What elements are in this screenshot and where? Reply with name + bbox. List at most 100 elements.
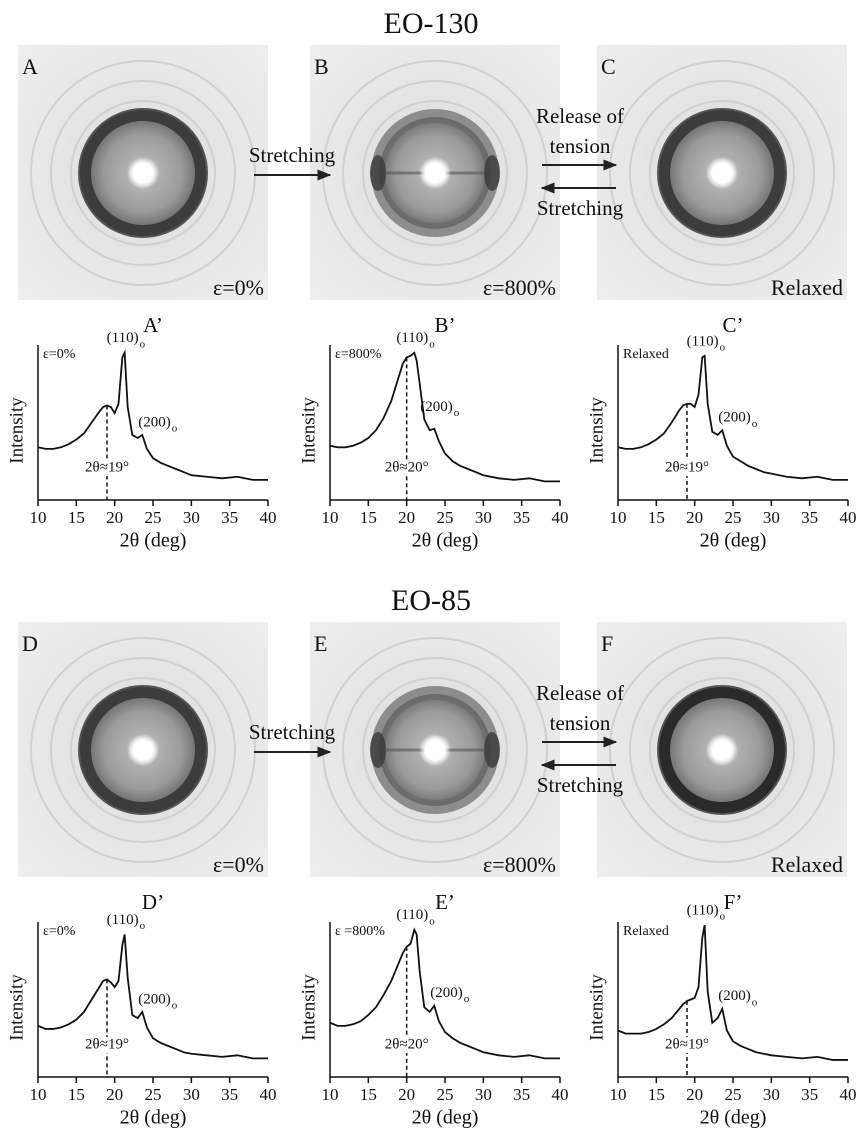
intensity-curve xyxy=(37,934,268,1060)
faint-ring xyxy=(30,60,256,286)
x-tick-label: 40 xyxy=(552,1085,569,1104)
beam-center xyxy=(419,157,451,189)
x-tick-label: 15 xyxy=(360,1085,377,1104)
x-tick-label: 20 xyxy=(398,1085,415,1104)
outer-ring xyxy=(78,108,208,238)
chart-title: F’ xyxy=(724,890,743,914)
ring xyxy=(658,686,786,814)
x-tick-label: 25 xyxy=(725,508,742,527)
peak-label: (110) xyxy=(396,330,428,346)
x-tick-label: 40 xyxy=(840,1085,857,1104)
faint-ring xyxy=(649,100,795,246)
x-axis-label: 2θ (deg) xyxy=(700,530,767,552)
chart-title: C’ xyxy=(723,313,744,337)
x-tick-label: 30 xyxy=(183,1085,200,1104)
x-tick-label: 40 xyxy=(260,508,277,527)
peak-label: (200) xyxy=(138,414,171,430)
inset-label: ε=0% xyxy=(43,347,76,362)
arrow-label: Release of xyxy=(536,681,624,705)
x-tick-label: 25 xyxy=(725,1085,742,1104)
x-tick-label: 40 xyxy=(552,508,569,527)
y-axis-label: Intensity xyxy=(6,397,27,464)
x-tick-label: 30 xyxy=(475,1085,492,1104)
chart-title: B’ xyxy=(435,313,456,337)
x-axis-label: 2θ (deg) xyxy=(700,1107,767,1129)
arrow-label: Stretching xyxy=(249,720,336,744)
beam-center xyxy=(706,157,738,189)
marker-label-bg xyxy=(85,1037,129,1053)
peak-label-subscript: o xyxy=(752,418,758,430)
x-tick-label: 35 xyxy=(221,1085,238,1104)
y-axis-label: Intensity xyxy=(6,974,27,1041)
x-tick-label: 15 xyxy=(68,508,85,527)
group-title: EO-130 xyxy=(384,7,479,40)
x-tick-label: 30 xyxy=(183,508,200,527)
faint-ring xyxy=(362,100,508,246)
y-axis-label: Intensity xyxy=(298,974,319,1041)
x-tick-label: 40 xyxy=(840,508,857,527)
faint-ring xyxy=(342,80,528,266)
x-tick-label: 30 xyxy=(763,508,780,527)
strain-label: ε=800% xyxy=(483,852,556,877)
faint-ring xyxy=(362,677,508,823)
x-tick-label: 10 xyxy=(30,508,47,527)
marker-label-bg xyxy=(665,1037,709,1053)
marker-label-bg xyxy=(384,1037,429,1053)
faint-ring xyxy=(70,677,216,823)
peak-label: (200) xyxy=(430,985,463,1001)
peak-label-subscript: o xyxy=(429,915,435,927)
peak-label-subscript: o xyxy=(172,422,178,434)
peak-label-subscript: o xyxy=(172,999,178,1011)
panel-letter: B xyxy=(314,54,329,79)
x-tick-label: 25 xyxy=(145,1085,162,1104)
ring xyxy=(79,109,207,237)
peak-label-subscript: o xyxy=(429,338,435,350)
peak-label-subscript: o xyxy=(140,338,146,350)
faint-ring xyxy=(629,80,815,266)
chart-title: A’ xyxy=(143,313,163,337)
arrow-label: Stretching xyxy=(537,196,624,220)
outer-ring xyxy=(657,108,787,238)
peak-label: (110) xyxy=(687,333,719,349)
beam-center xyxy=(127,734,159,766)
equatorial-arc xyxy=(484,155,500,191)
peak-label-subscript: o xyxy=(752,996,758,1008)
inset-label: Relaxed xyxy=(623,924,669,939)
marker-label-bg xyxy=(384,460,429,476)
peak-label-subscript: o xyxy=(464,993,470,1005)
inset-label: ε =800% xyxy=(335,924,385,939)
x-tick-label: 35 xyxy=(801,1085,818,1104)
outer-ring xyxy=(657,685,787,815)
outer-ring xyxy=(78,685,208,815)
arrow-label: Release of xyxy=(536,104,624,128)
peak-label: (200) xyxy=(420,399,453,415)
faint-ring xyxy=(649,677,795,823)
x-tick-label: 10 xyxy=(322,508,339,527)
marker-label: 2θ≈19° xyxy=(665,1036,709,1052)
intensity-curve xyxy=(617,354,848,481)
peak-label: (110) xyxy=(687,903,719,919)
strain-label: ε=800% xyxy=(483,275,556,300)
marker-label: 2θ≈19° xyxy=(85,459,129,475)
intensity-curve xyxy=(617,924,848,1061)
peak-label-subscript: o xyxy=(720,341,726,353)
strain-label: Relaxed xyxy=(771,275,843,300)
x-tick-label: 35 xyxy=(221,508,238,527)
x-tick-label: 10 xyxy=(610,1085,627,1104)
equatorial-arc xyxy=(370,732,386,768)
strain-label: ε=0% xyxy=(213,275,264,300)
arrow-label: tension xyxy=(550,711,611,735)
intensity-curve xyxy=(37,349,268,481)
marker-label: 2θ≈19° xyxy=(85,1036,129,1052)
chart-title: D’ xyxy=(142,890,164,914)
ring xyxy=(79,686,207,814)
beam-center xyxy=(127,157,159,189)
panel-letter: D xyxy=(22,631,38,656)
ring xyxy=(658,109,786,237)
x-tick-label: 20 xyxy=(686,1085,703,1104)
faint-ring xyxy=(50,80,236,266)
x-tick-label: 10 xyxy=(610,508,627,527)
x-tick-label: 25 xyxy=(437,508,454,527)
beam-center xyxy=(419,734,451,766)
